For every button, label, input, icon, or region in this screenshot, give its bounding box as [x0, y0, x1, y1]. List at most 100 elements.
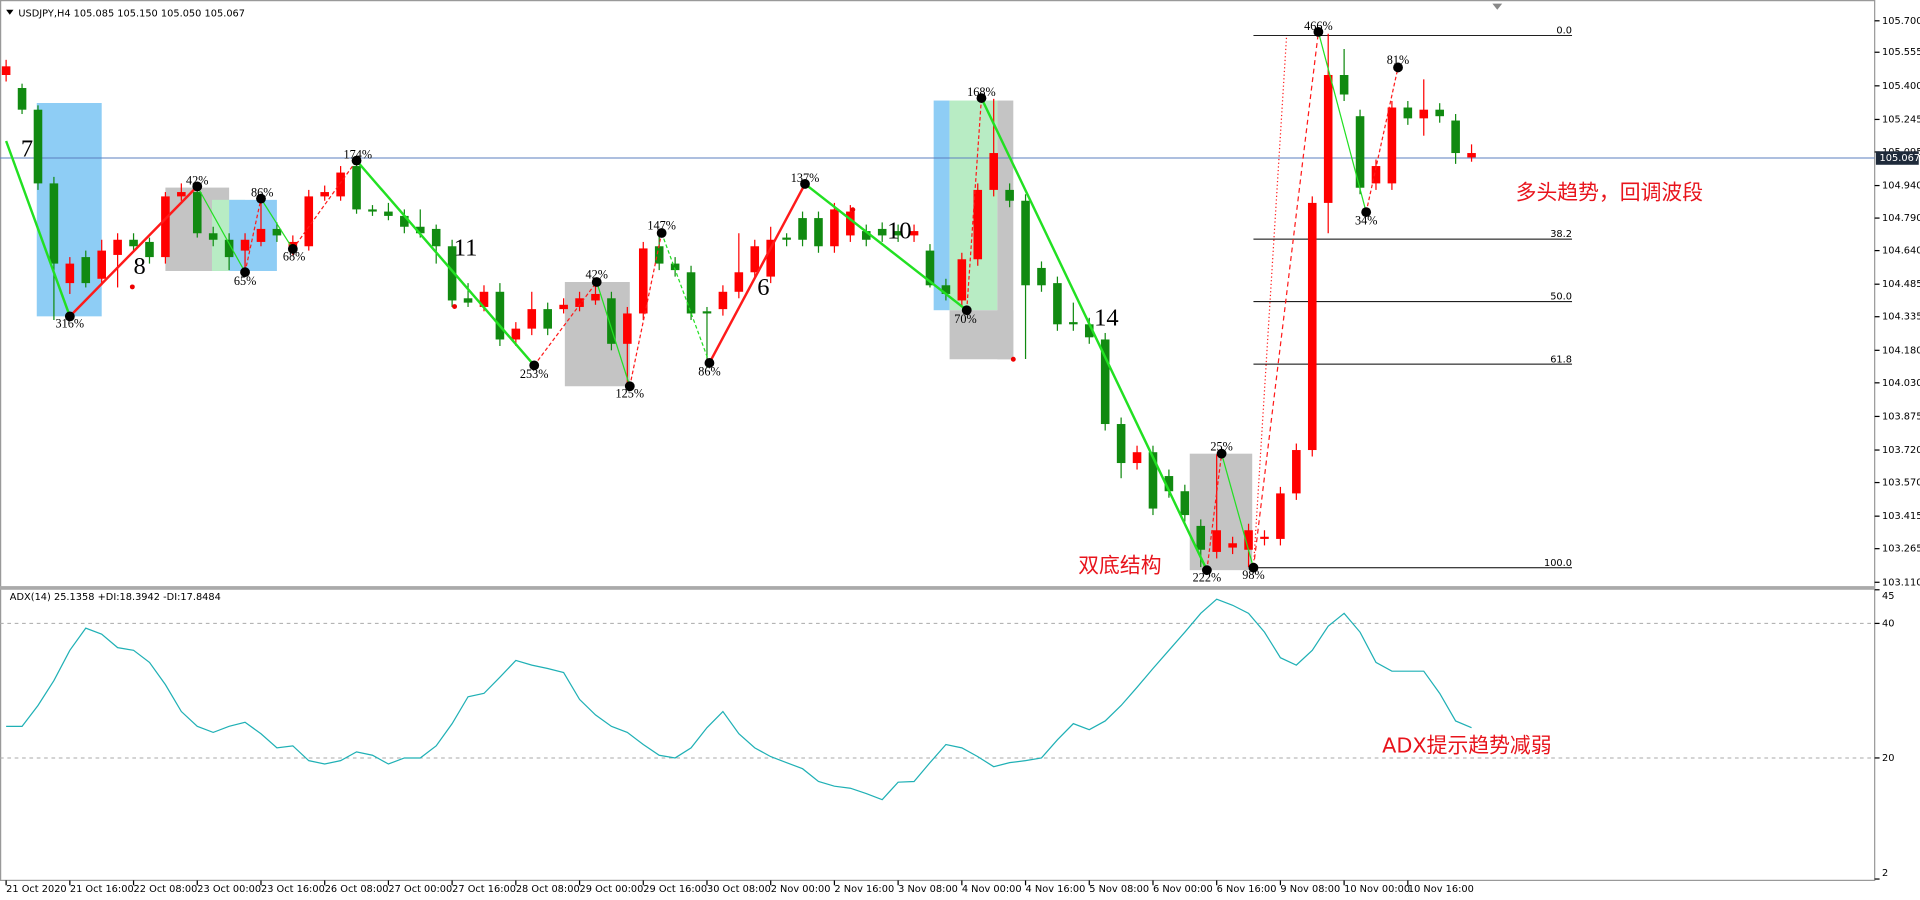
y-tick-label: 105.400	[1882, 81, 1920, 92]
panel-separator	[0, 586, 1875, 590]
x-tick-label: 21 Oct 2020	[6, 884, 67, 895]
candle-body	[1021, 200, 1030, 286]
swing-label: 68%	[283, 249, 305, 263]
candle-body	[1228, 543, 1237, 548]
zigzag-line	[244, 198, 262, 273]
candle-body	[384, 211, 393, 216]
x-tick-label: 9 Nov 08:00	[1280, 884, 1340, 895]
zigzag-line	[980, 97, 1208, 571]
y-tick-label: 2	[1882, 868, 1888, 879]
pivot-dot	[351, 155, 362, 166]
candle-body	[1387, 107, 1397, 184]
pivot-dot	[1201, 565, 1212, 576]
annotation: 多头趋势，回调波段	[1516, 181, 1704, 205]
candle-body	[877, 228, 887, 236]
candle-body	[925, 250, 935, 286]
x-tick-label: 2 Nov 00:00	[771, 884, 831, 895]
candle-body	[1307, 202, 1317, 451]
y-tick-label: 103.875	[1882, 411, 1920, 422]
pivot-dot	[961, 305, 972, 316]
zone-box	[933, 100, 950, 311]
candle-body	[798, 218, 807, 240]
candle-body	[240, 239, 250, 251]
swing-label: 86%	[698, 365, 720, 379]
fractal-dot	[850, 207, 856, 213]
zone-box	[997, 100, 1014, 360]
zigzag-line	[966, 98, 983, 311]
pivot-dot	[591, 277, 602, 287]
zigzag-line	[804, 182, 968, 312]
annotation: ADX提示趋势减弱	[1382, 734, 1551, 758]
candle-body	[304, 196, 314, 247]
zigzag-line	[1221, 453, 1255, 568]
candle-body	[1196, 525, 1206, 550]
candle-body	[527, 309, 537, 329]
zigzag-line	[260, 198, 294, 250]
candle-body	[1451, 120, 1460, 154]
candle-body	[814, 218, 823, 247]
pivot-dot	[976, 93, 987, 103]
candle-body	[1180, 491, 1190, 516]
x-tick-label: 30 Oct 08:00	[707, 884, 771, 895]
x-tick-label: 27 Oct 16:00	[452, 884, 516, 895]
pivot-dot	[704, 358, 715, 368]
pivot-dot	[240, 267, 250, 278]
y-tick-label: 103.265	[1882, 544, 1920, 555]
zigzag-line	[1206, 453, 1223, 571]
zigzag-line	[196, 186, 246, 273]
wave-count: 11	[454, 235, 478, 262]
swing-label: 34%	[1355, 214, 1377, 228]
swing-label: 168%	[967, 85, 996, 99]
candle-body	[177, 192, 186, 197]
candle-body	[415, 226, 425, 234]
candle-body	[400, 215, 409, 227]
candle-body	[145, 241, 154, 258]
zigzag-line	[68, 185, 199, 318]
candle-body	[1084, 324, 1094, 338]
candle-body	[782, 237, 791, 240]
zone-box	[949, 310, 1014, 360]
candle-body	[638, 248, 648, 314]
pivot-dot	[1393, 62, 1403, 73]
candle-body	[224, 239, 234, 258]
zigzag-line	[1252, 31, 1320, 568]
candle-body	[1403, 107, 1413, 119]
candle-body	[1371, 166, 1381, 184]
y-tick-label: 40	[1882, 618, 1894, 629]
x-tick-label: 29 Oct 00:00	[580, 884, 644, 895]
candle-body	[447, 246, 457, 301]
pivot-dot	[192, 181, 203, 192]
swing-label: 125%	[615, 387, 644, 401]
candle-body	[1292, 450, 1301, 494]
zigzag-line	[4, 140, 71, 317]
pivot-dot	[1313, 26, 1324, 37]
candle-body	[1069, 322, 1078, 325]
zigzag-line	[661, 232, 711, 364]
last-price-label: 105.067	[1880, 153, 1920, 164]
y-tick-label: 103.570	[1882, 478, 1920, 489]
candle-body	[49, 183, 59, 264]
x-tick-label: 23 Oct 00:00	[197, 884, 261, 895]
y-tick-label: 104.335	[1882, 312, 1920, 323]
adx-line	[6, 598, 1472, 801]
fractal-dot	[129, 284, 135, 290]
candle-body	[1, 66, 11, 76]
candle-body	[846, 211, 855, 236]
candle-body	[861, 231, 871, 240]
chart-title: USDJPY,H4 105.085 105.150 105.050 105.06…	[18, 8, 245, 19]
swing-label: 42%	[585, 268, 607, 282]
x-tick-label: 6 Nov 16:00	[1217, 884, 1277, 895]
candle-body	[623, 313, 632, 344]
candle-body	[1100, 339, 1110, 425]
candle-body	[718, 291, 728, 310]
candle-body	[654, 246, 664, 264]
candle-body	[81, 257, 91, 284]
y-tick-label: 105.700	[1882, 16, 1920, 27]
y-tick-label: 104.030	[1882, 378, 1920, 389]
plot-frame	[0, 0, 1876, 881]
candle-body	[941, 285, 951, 294]
candle-body	[1164, 476, 1174, 492]
fib-label: 0.0	[1556, 26, 1572, 37]
y-tick-label: 103.110	[1882, 577, 1920, 588]
candle-body	[1355, 116, 1365, 188]
